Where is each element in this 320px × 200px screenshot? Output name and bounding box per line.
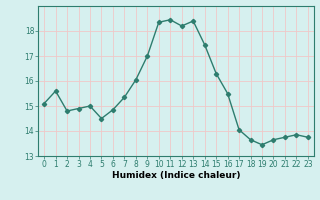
X-axis label: Humidex (Indice chaleur): Humidex (Indice chaleur): [112, 171, 240, 180]
